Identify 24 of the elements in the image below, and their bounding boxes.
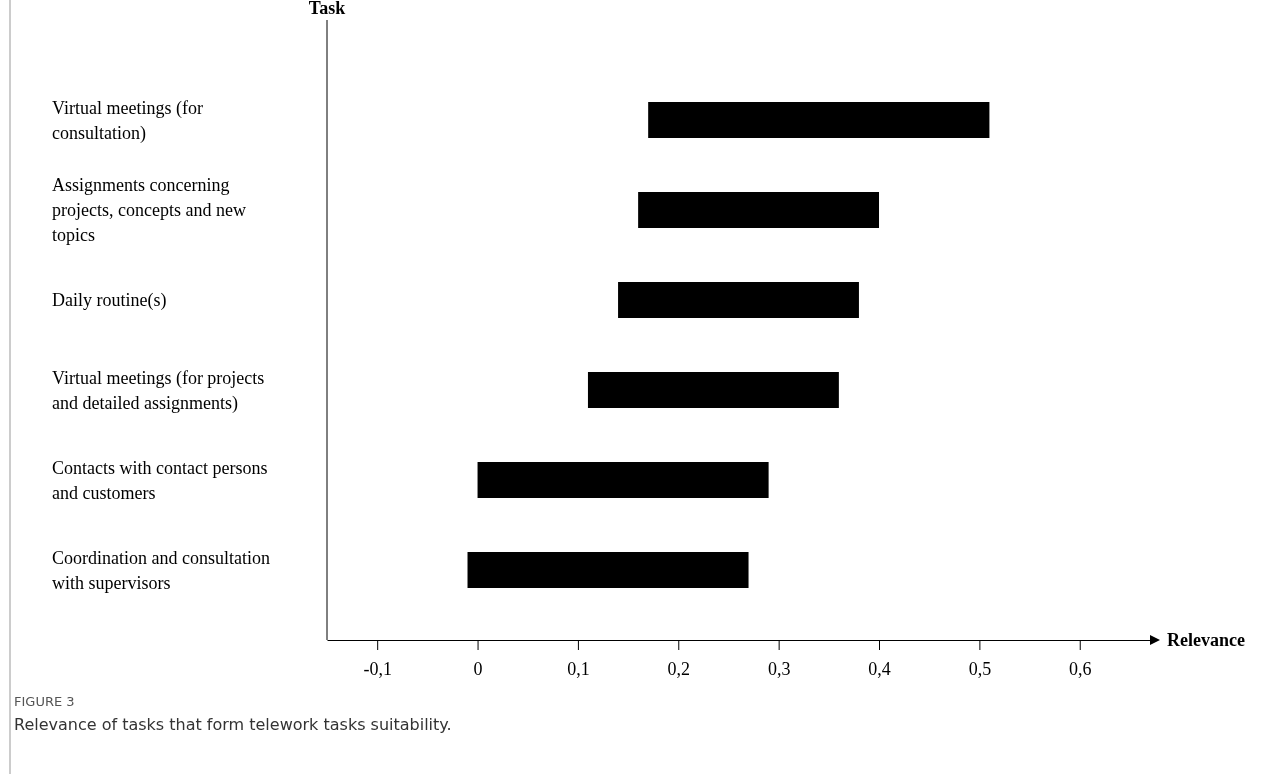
bar: [477, 462, 769, 498]
x-tick-label: 0,1: [567, 658, 590, 679]
x-tick-label: 0,2: [667, 658, 691, 679]
y-tick-label: Coordination and consultation with supervisors: [52, 547, 270, 593]
y-tick-label: Daily routine(s): [52, 290, 167, 311]
bar: [467, 552, 749, 588]
y-tick-label: Contacts with contact persons and customers: [52, 457, 268, 503]
x-tick-label: 0: [473, 658, 483, 679]
y-tick-label: Assignments concerning projects, concepts and new topics: [52, 175, 246, 245]
bar: [648, 102, 990, 138]
text: Relevance of tasks that form telework tasks suitability.: [14, 715, 452, 734]
y-tick-label: Virtual meetings (for consultation): [52, 97, 203, 144]
x-tick-label: 0,3: [767, 658, 791, 679]
x-tick-label: 0,4: [868, 658, 891, 679]
y-tick-label: Virtual meetings (for projects and detailed assignments): [52, 367, 265, 414]
x-axis-title: Relevance: [1167, 630, 1245, 650]
y-axis-title: Task: [308, 0, 346, 18]
caption: FIGURE 3: [14, 694, 75, 709]
x-tick-label: -0,1: [363, 658, 392, 679]
bar: [638, 192, 880, 228]
x-tick-label: 0,6: [1068, 658, 1092, 679]
x-tick-label: 0,5: [968, 658, 992, 679]
bar: [587, 372, 839, 408]
bar: [618, 282, 859, 318]
